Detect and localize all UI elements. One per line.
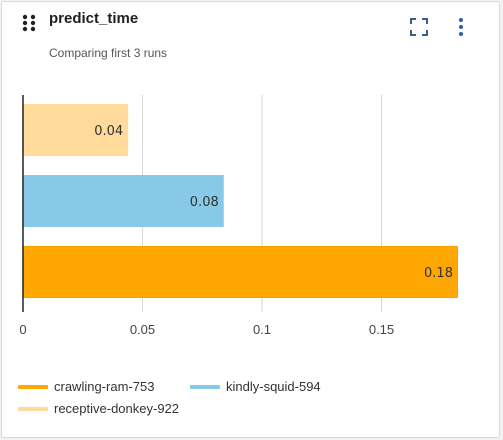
data-label: 0.04: [94, 124, 123, 139]
legend-swatch: [190, 384, 220, 389]
legend-item-receptive-donkey-922[interactable]: receptive-donkey-922: [18, 400, 179, 416]
legend-swatch: [18, 406, 48, 411]
bar-kindly-squid-594: [23, 175, 224, 227]
bar-crawling-ram-753: [23, 246, 458, 298]
bar-chart: 0.04 0.08 0.18 0 0.05 0.1 0.15: [19, 95, 458, 337]
data-label: 0.18: [424, 266, 453, 281]
data-label: 0.08: [190, 195, 219, 210]
legend-item-kindly-squid-594[interactable]: kindly-squid-594: [190, 378, 321, 394]
panel-title: predict_time: [49, 10, 139, 27]
legend-item-crawling-ram-753[interactable]: crawling-ram-753: [18, 378, 154, 394]
drag-handle-icon[interactable]: [22, 14, 36, 32]
panel-subtitle: Comparing first 3 runs: [49, 46, 168, 60]
legend-label: kindly-squid-594: [226, 379, 321, 395]
x-tick-label: 0.05: [130, 322, 155, 337]
x-tick-label: 0: [19, 322, 26, 337]
x-tick-label: 0.1: [253, 322, 271, 337]
bar-receptive-donkey-922: [23, 104, 129, 156]
expand-icon[interactable]: [407, 15, 431, 39]
legend-label: receptive-donkey-922: [54, 401, 180, 417]
more-vertical-icon[interactable]: [449, 15, 473, 39]
legend-swatch: [18, 384, 48, 389]
x-tick-label: 0.15: [369, 322, 394, 337]
legend-label: crawling-ram-753: [54, 379, 155, 395]
